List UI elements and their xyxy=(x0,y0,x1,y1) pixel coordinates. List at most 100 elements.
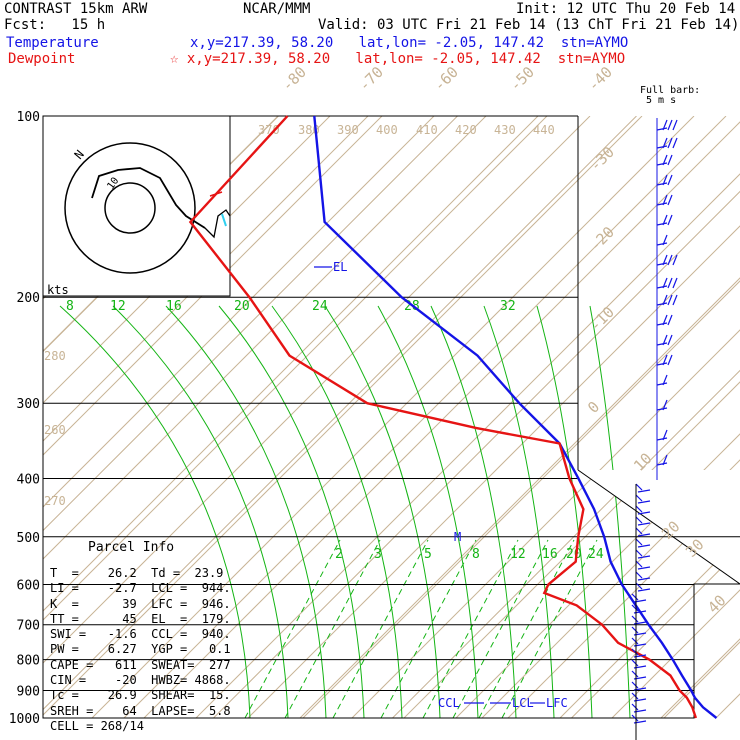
dry-adiabat-line xyxy=(611,116,740,718)
wind-barb-flag xyxy=(667,277,673,289)
wind-barb-flag xyxy=(635,494,643,502)
isotherm-tick-label: -80 xyxy=(278,63,310,95)
wind-barb-flag xyxy=(635,538,643,546)
wind-barb-flag xyxy=(672,254,678,266)
wind-barb-flag xyxy=(667,119,673,131)
temperature-profile-line xyxy=(313,115,718,719)
wind-barb-shaft xyxy=(637,555,651,559)
wind-barb-flag xyxy=(631,703,639,711)
dewpoint-profile-line xyxy=(188,115,698,719)
mixing-ratio-label: 5 xyxy=(424,547,432,562)
dry-adiabat-line xyxy=(715,116,740,718)
wind-barb xyxy=(631,626,647,636)
mixing-ratio-label: 24 xyxy=(588,547,604,562)
moist-adiabat-line xyxy=(271,305,403,718)
theta-tick-label: 420 xyxy=(455,123,477,137)
wind-barb xyxy=(635,505,651,515)
wind-barb-flag xyxy=(662,234,668,246)
wind-barb-flag xyxy=(672,277,678,289)
dry-adiabat-line xyxy=(507,116,740,718)
parcel-row: T = 26.2 Td = 23.9 xyxy=(50,566,224,580)
wind-barb-shaft xyxy=(656,342,668,346)
wind-barb xyxy=(656,234,668,246)
wind-barb-flag xyxy=(631,692,639,700)
wind-barb-shaft xyxy=(637,533,651,537)
mixing-ratio-label: 20 xyxy=(566,547,582,562)
hodograph-box xyxy=(42,115,231,297)
lfc-label: LFC xyxy=(546,696,568,710)
wind-barb-flag xyxy=(631,626,639,634)
dry-adiabat-line xyxy=(559,116,740,718)
wind-barb-flag xyxy=(631,648,639,656)
isotherm-line xyxy=(302,116,740,718)
wind-barb xyxy=(656,254,678,266)
wind-barb-shaft xyxy=(656,322,668,326)
isotherm-line xyxy=(43,116,637,718)
wind-barb-flag xyxy=(635,571,643,579)
parcel-row: CAPE = 611 SWEAT= 277 xyxy=(50,657,231,672)
mixing-ratio-label: 16 xyxy=(542,547,558,562)
moist-adiabat-line xyxy=(218,305,365,718)
wind-barb-flag xyxy=(667,354,673,366)
wind-barb-flag xyxy=(667,254,673,266)
hodograph-trace xyxy=(91,167,206,229)
wind-barb xyxy=(635,560,651,570)
isotherm-tick-label: 0 xyxy=(584,398,603,417)
dry-adiabat-line xyxy=(299,116,740,718)
theta-tick-label: 370 xyxy=(258,123,280,137)
wind-barb xyxy=(631,703,647,713)
wind-barb-flag xyxy=(631,714,639,722)
wind-barb xyxy=(656,374,668,386)
pressure-tick-label: 400 xyxy=(17,472,40,487)
wind-barb xyxy=(635,527,651,537)
parcel-info-title: Parcel Info xyxy=(88,540,175,555)
wind-barb-shaft xyxy=(637,500,651,504)
wind-barb-shaft xyxy=(637,566,651,570)
dry-adiabat-line xyxy=(91,116,695,718)
wind-barb xyxy=(656,137,678,149)
wind-barb-shaft xyxy=(637,577,651,581)
dry-adiabat-line xyxy=(43,116,435,718)
moist-adiabat-line xyxy=(430,305,517,718)
mixing-ratio-line xyxy=(380,539,477,718)
barb-key-label: Full barb: 5 m s xyxy=(640,85,701,106)
wind-barb xyxy=(631,692,647,702)
wind-barb xyxy=(656,214,673,226)
wind-barb xyxy=(656,154,673,166)
model-title: CONTRAST 15km ARW xyxy=(4,1,148,17)
wind-barb-flag xyxy=(635,483,643,491)
mixing-ratio-label: 24 xyxy=(312,299,328,314)
wind-barb-shaft xyxy=(656,382,668,386)
isotherm-tick-label: -50 xyxy=(506,63,538,95)
isotherm-tick-label: 40 xyxy=(704,591,730,617)
mixing-ratio-label: 16 xyxy=(166,299,182,314)
mixing-ratio-line xyxy=(332,539,429,718)
theta-tick-label: 390 xyxy=(337,123,359,137)
pressure-tick-label: 900 xyxy=(17,684,40,699)
wind-barb-shaft xyxy=(656,437,668,441)
wind-barb xyxy=(635,494,651,504)
isotherm-tick-label: -40 xyxy=(584,63,616,95)
wind-barb-flag xyxy=(635,549,643,557)
hodograph-units-label: kts xyxy=(47,283,69,297)
theta-tick-label: 280 xyxy=(44,349,66,363)
mixing-ratio-line xyxy=(244,539,341,718)
wind-barb-flag xyxy=(662,254,668,266)
wind-barb xyxy=(656,174,673,186)
isotherm-line xyxy=(481,116,740,718)
parcel-row: TT = 45 EL = 179. xyxy=(50,611,231,626)
parcel-row: Tc = 26.9 SHEAR= 15. xyxy=(50,688,231,703)
wind-barb-shaft xyxy=(656,302,668,306)
moist-adiabat-line xyxy=(483,305,555,718)
wind-barb-shaft xyxy=(656,202,668,206)
theta-tick-label: 270 xyxy=(44,494,66,508)
wind-barb-shaft xyxy=(637,522,651,526)
isotherm-line xyxy=(571,116,740,718)
ccl-label: CCL xyxy=(438,696,460,710)
plot-frame xyxy=(42,116,740,719)
moist-adiabat-line xyxy=(112,305,289,718)
pressure-tick-label: 100 xyxy=(17,110,40,125)
hodograph-inner-ring xyxy=(104,182,156,234)
hodograph-marker-cyan xyxy=(221,213,227,227)
